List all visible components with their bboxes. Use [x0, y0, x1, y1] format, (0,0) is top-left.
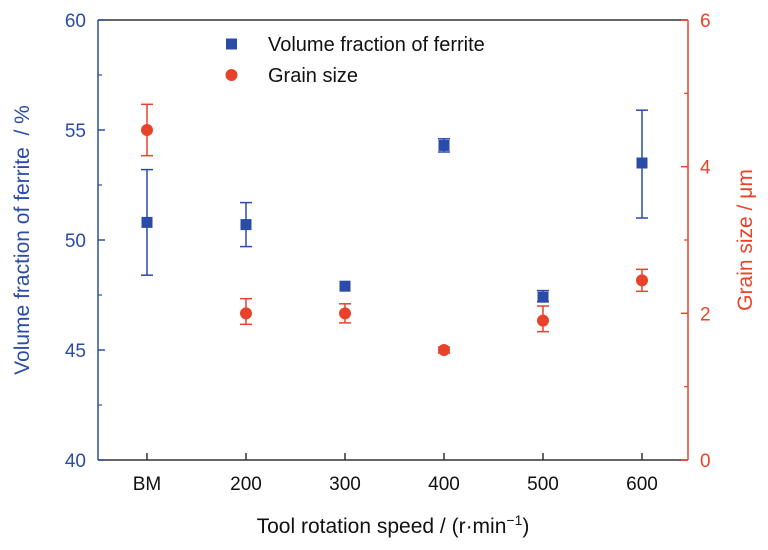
x-axis-title-superscript: −1: [506, 512, 522, 528]
legend-marker-square: [226, 38, 237, 50]
x-axis-title-main: Tool rotation speed / (r·min: [257, 515, 507, 538]
left-tick-label: 40: [65, 451, 86, 472]
right-tick-label: 4: [700, 158, 711, 179]
legend-label: Volume fraction of ferrite: [268, 34, 485, 56]
data-point-square: [438, 139, 450, 151]
legend-label: Grain size: [268, 65, 358, 87]
x-tick-label: 400: [428, 474, 460, 495]
right-tick-label: 2: [700, 304, 711, 325]
left-tick-label: 50: [65, 231, 86, 252]
right-tick-label: 6: [700, 11, 711, 32]
x-axis-title: Tool rotation speed / (r·min−1): [257, 512, 530, 538]
x-axis: BM 200 300 400 500 600 Tool rotation speed / (…: [133, 453, 658, 538]
grain-size-series: [141, 103, 648, 356]
data-point-circle: [141, 124, 153, 136]
left-tick-label: 60: [65, 11, 86, 32]
data-point-circle: [438, 344, 450, 356]
legend-marker-circle: [225, 69, 238, 81]
data-point-square: [141, 216, 153, 228]
x-tick-label: 600: [626, 474, 658, 495]
plot-frame: [97, 19, 689, 461]
right-axis-title: Grain size / μm: [734, 169, 757, 311]
left-tick-label: 45: [65, 341, 86, 362]
x-tick-label: 300: [329, 474, 361, 495]
x-axis-title-close: ): [522, 515, 529, 538]
right-tick-label: 0: [700, 451, 711, 472]
data-point-square: [339, 280, 351, 292]
data-point-square: [636, 157, 648, 169]
left-axis-title: Volume fraction of ferrite / %: [11, 105, 34, 375]
left-tick-label: 55: [65, 121, 86, 142]
data-point-circle: [537, 314, 549, 327]
data-point-circle: [240, 307, 252, 320]
data-point-circle: [636, 274, 648, 287]
data-point-circle: [339, 307, 351, 320]
data-marks: [141, 103, 648, 356]
ferrite-series: [141, 109, 648, 303]
x-tick-label: BM: [133, 474, 162, 495]
x-tick-label: 500: [527, 474, 559, 495]
x-tick-label: 200: [230, 474, 262, 495]
data-point-square: [240, 219, 252, 231]
left-y-axis: 40 45 50 55 60 Volume fraction of ferrite / %: [11, 11, 105, 472]
legend: Volume fraction of ferrite Grain size: [225, 34, 485, 87]
right-y-axis: 0 2 4 6 Grain size / μm: [681, 11, 757, 472]
data-point-square: [537, 291, 549, 303]
